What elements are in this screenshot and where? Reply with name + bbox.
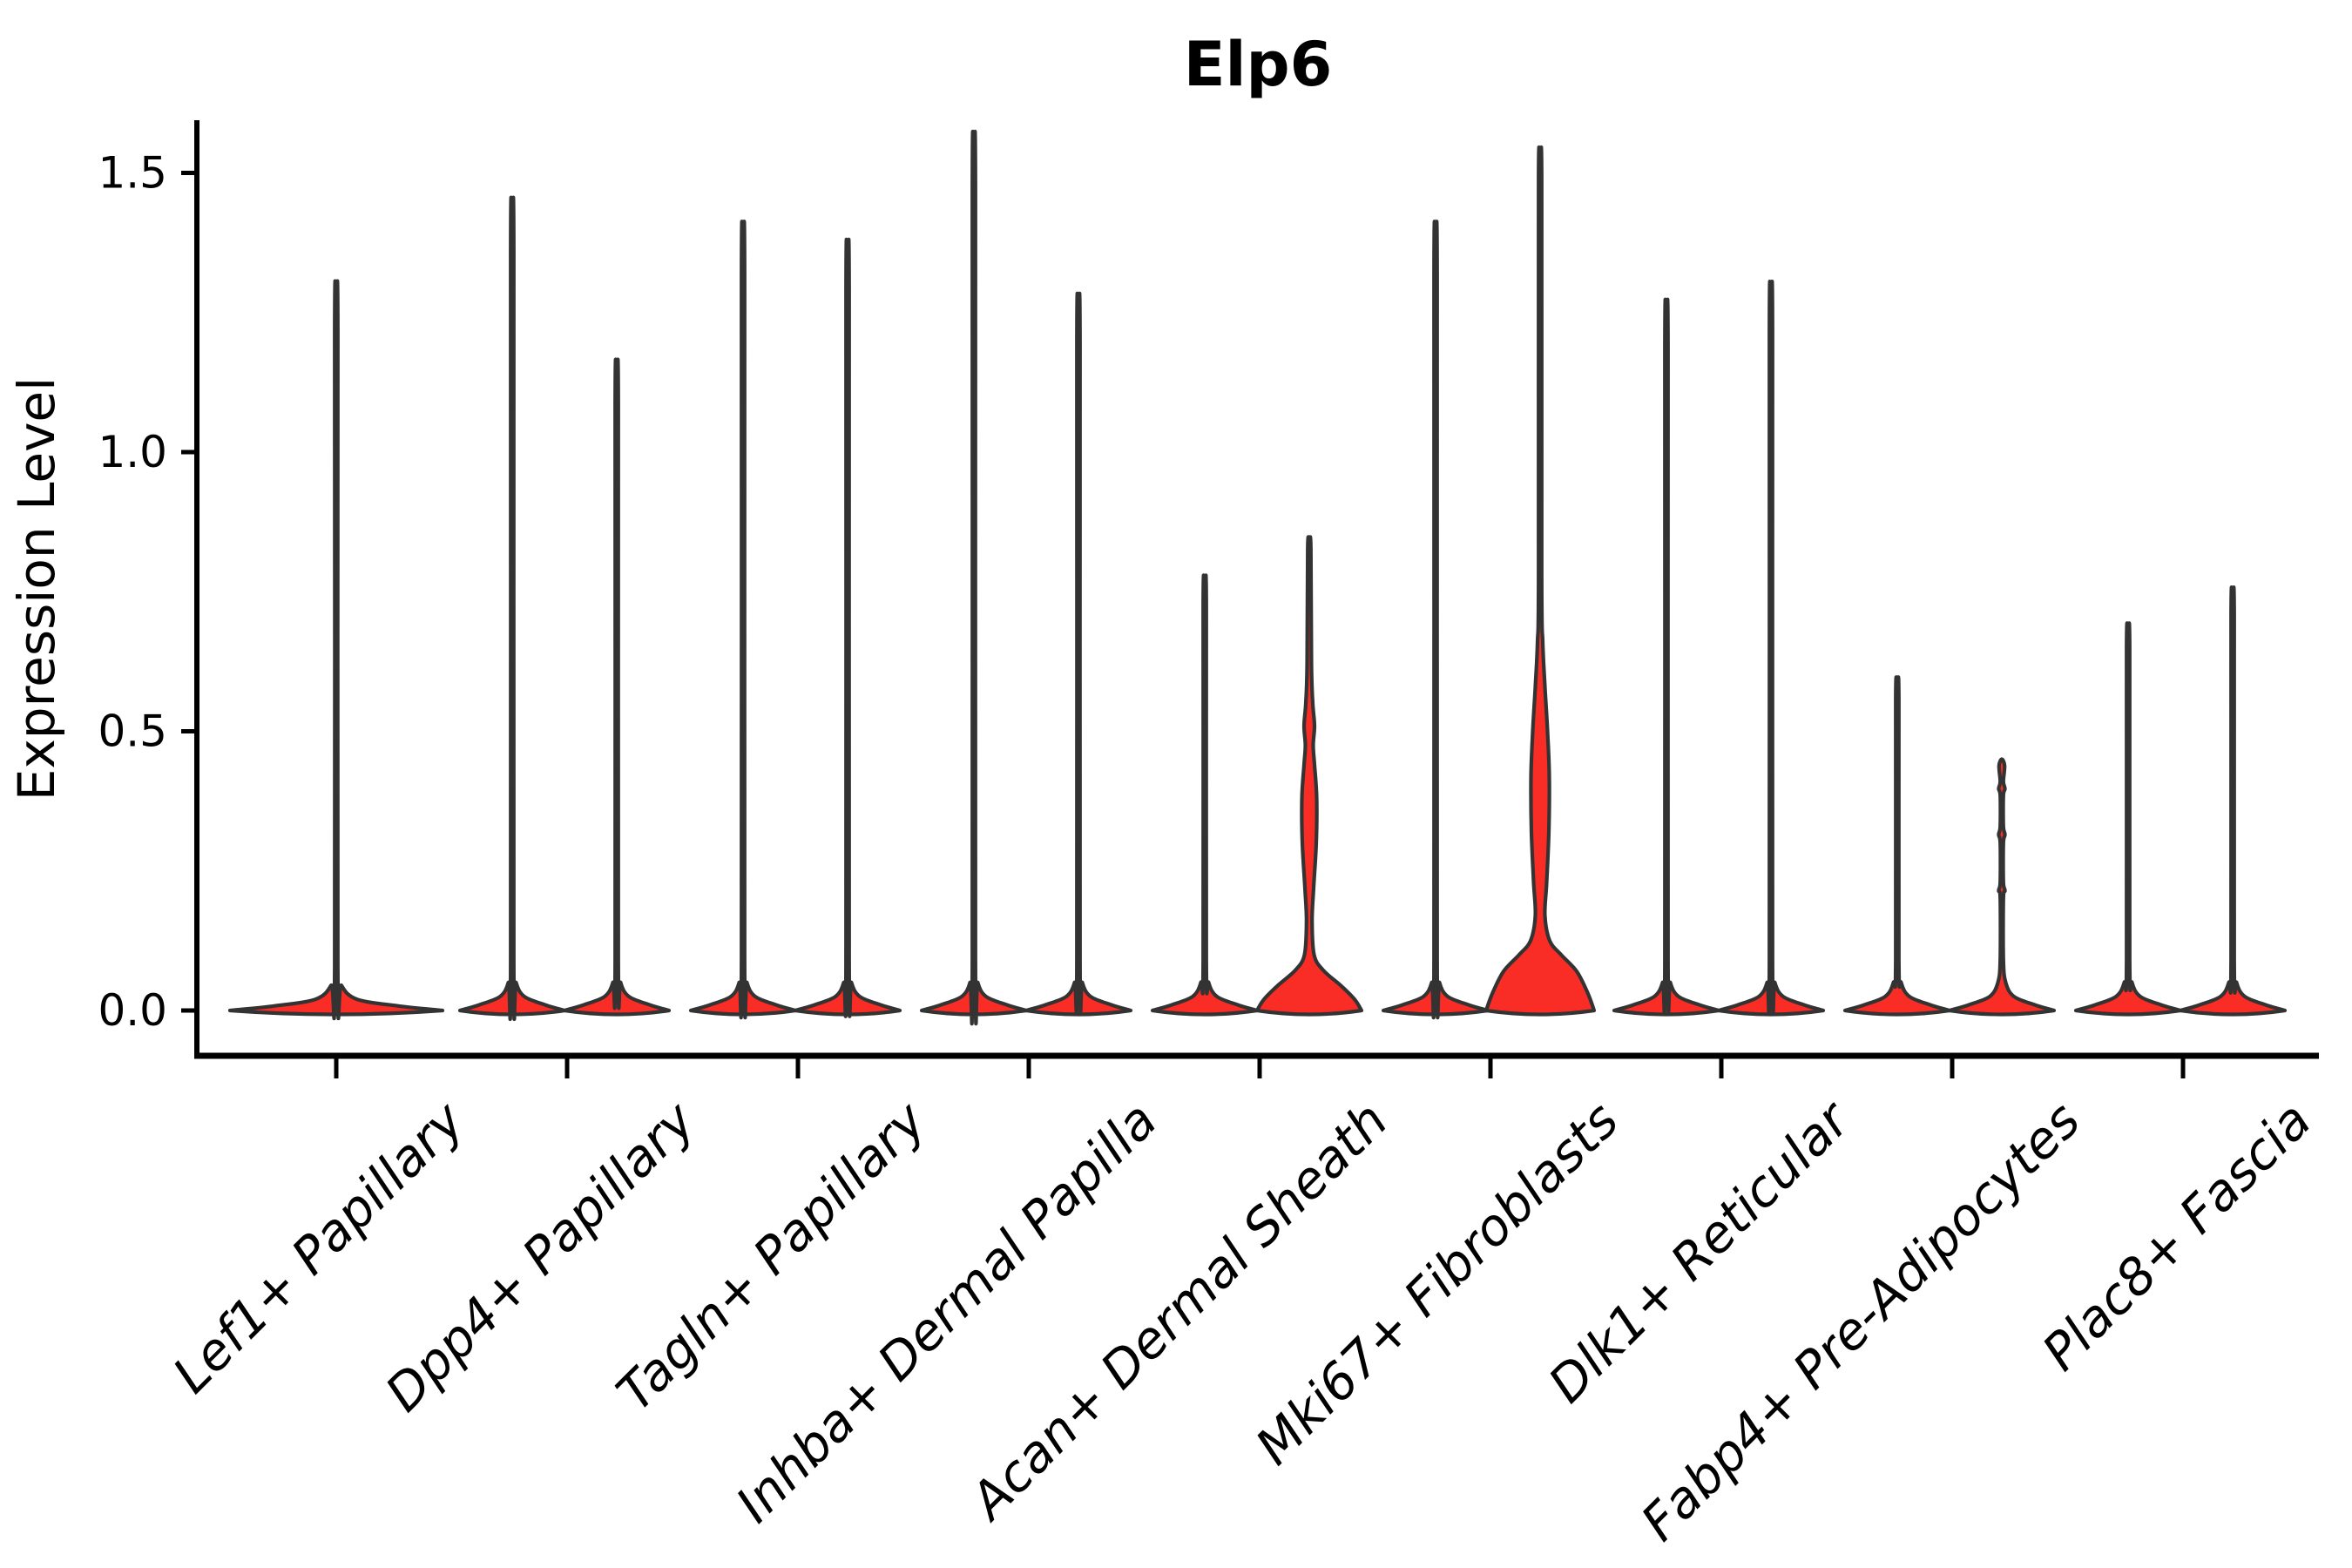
violin (1381, 220, 1490, 1020)
violin (1150, 573, 1260, 1017)
x-tick-label: Acan+ Dermal Sheath (956, 1091, 1399, 1533)
violin (1484, 145, 1597, 1017)
violin (688, 220, 798, 1020)
violin (1612, 297, 1721, 1017)
violin (1024, 291, 1133, 1017)
violin (227, 279, 445, 1021)
y-tick-label: 1.0 (98, 427, 167, 477)
y-tick-label: 1.5 (98, 148, 167, 199)
violin (793, 238, 902, 1018)
violin (457, 195, 567, 1021)
y-tick-label: 0.5 (98, 706, 167, 757)
violin (1842, 675, 1952, 1017)
violin (2178, 585, 2288, 1017)
violin (1947, 757, 2057, 1017)
chart-title: Elp6 (1184, 29, 1333, 100)
x-tick-label: Inhba+ Dermal Papilla (725, 1091, 1168, 1534)
x-tick-label: Fabp4+ Pre-Adipocytes (1630, 1091, 2092, 1552)
axes (194, 120, 2319, 1059)
violin (919, 129, 1029, 1026)
y-axis-label: Expression Level (7, 377, 66, 801)
violins-layer (227, 129, 2288, 1026)
violin (2073, 621, 2183, 1017)
violin (1254, 535, 1364, 1017)
violin (562, 357, 672, 1017)
violin (1716, 280, 1826, 1017)
y-tick-label: 0.0 (98, 985, 167, 1036)
